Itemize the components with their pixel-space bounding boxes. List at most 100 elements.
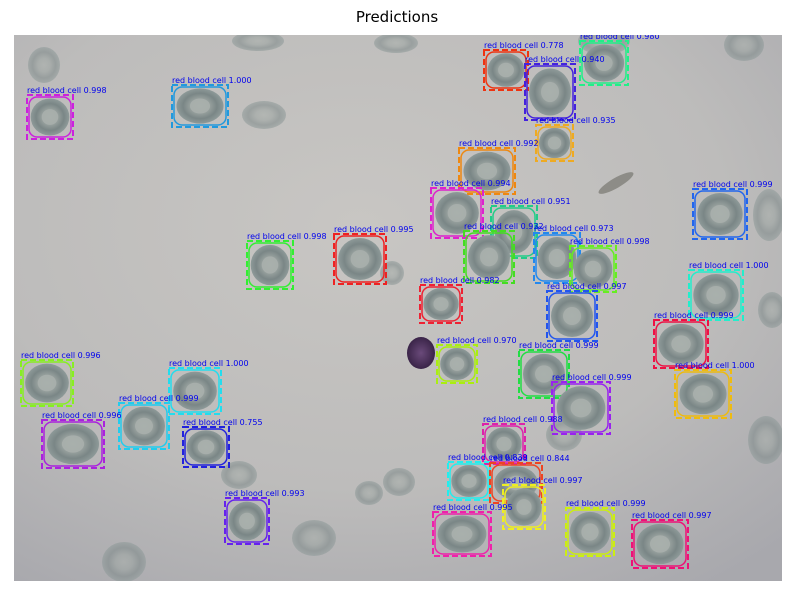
- detection-label: red blood cell 0.973: [534, 224, 614, 233]
- detection-box: red blood cell 0.980: [579, 35, 660, 86]
- bounding-box: [419, 284, 463, 324]
- detection-box: red blood cell 0.935: [535, 116, 616, 162]
- detection-box: red blood cell 0.997: [631, 511, 712, 569]
- mask-outline: [485, 51, 527, 89]
- background-cell: [102, 542, 146, 581]
- mask-outline: [633, 521, 687, 567]
- mask-outline: [465, 232, 513, 282]
- cell-center: [451, 526, 473, 542]
- detection-box: red blood cell 0.999: [118, 394, 199, 450]
- cell-center: [350, 250, 370, 268]
- detection-label: red blood cell 0.951: [491, 197, 571, 206]
- detection-label: red blood cell 0.998: [570, 237, 650, 246]
- cell-center: [581, 523, 599, 541]
- bounding-box: [674, 369, 732, 419]
- cell-center: [563, 307, 581, 325]
- detection-box: red blood cell 0.999: [692, 180, 773, 240]
- detection-box: red blood cell 0.999: [565, 499, 646, 557]
- detection-label: red blood cell 0.996: [42, 411, 122, 420]
- cell-center: [595, 55, 613, 71]
- detection-label: red blood cell 0.997: [547, 282, 627, 291]
- detection-box: red blood cell 0.778: [483, 41, 564, 91]
- cell-center: [185, 382, 205, 400]
- background-cell: [28, 47, 60, 83]
- plot-title: Predictions: [355, 8, 439, 26]
- detection-box: red blood cell 1.000: [168, 359, 249, 415]
- detection-box: red blood cell 0.999: [653, 311, 734, 369]
- detection-box: red blood cell 0.998: [246, 232, 327, 290]
- detection-box: red blood cell 0.755: [182, 418, 263, 468]
- bounding-box: [430, 187, 484, 239]
- mask-outline: [504, 486, 544, 528]
- slide-background: [14, 35, 782, 581]
- mask-outline: [526, 65, 574, 119]
- background-cell: [724, 35, 764, 61]
- detection-label: red blood cell 0.999: [693, 180, 773, 189]
- detection-box: red blood cell 0.998: [569, 237, 650, 293]
- bounding-box: [579, 40, 629, 86]
- mask-outline: [22, 361, 72, 405]
- mask-outline: [173, 86, 227, 126]
- unlabeled-cells: [28, 35, 782, 581]
- detection-label: red blood cell 0.992: [459, 139, 539, 148]
- detection-label: red blood cell 0.982: [420, 276, 500, 285]
- detection-box: red blood cell 0.940: [524, 55, 605, 121]
- background-cell: [242, 101, 286, 129]
- mask-outline: [43, 421, 103, 467]
- background-cell: [232, 35, 284, 51]
- cell-center: [461, 474, 477, 488]
- bounding-box: [518, 349, 570, 399]
- bounding-box: [463, 230, 515, 284]
- bounding-box: [436, 344, 478, 384]
- cell-center: [710, 205, 730, 223]
- bounding-box: [246, 240, 294, 290]
- mask-outline: [449, 463, 489, 499]
- detection-label: red blood cell 0.980: [580, 35, 660, 41]
- detection-label: red blood cell 0.998: [247, 232, 327, 241]
- detection-label: red blood cell 0.995: [433, 503, 513, 512]
- bounding-box: [458, 147, 516, 195]
- mask-outline: [553, 383, 609, 433]
- detection-label: red blood cell 0.996: [21, 351, 101, 360]
- detection-label: red blood cell 0.844: [490, 454, 570, 463]
- detection-box: red blood cell 0.999: [518, 341, 599, 399]
- detection-label: red blood cell 0.997: [503, 476, 583, 485]
- mask-outline: [335, 235, 385, 283]
- cell-center: [547, 136, 562, 150]
- detection-label: red blood cell 0.999: [566, 499, 646, 508]
- detection-box: red blood cell 0.997: [502, 476, 583, 530]
- mask-outline: [28, 96, 72, 138]
- detection-label: red blood cell 0.997: [632, 511, 712, 520]
- bounding-box: [26, 94, 74, 140]
- detection-label: red blood cell 0.970: [437, 336, 517, 345]
- mask-outline: [120, 404, 168, 448]
- bounding-box: [502, 484, 546, 530]
- cell-center: [480, 247, 498, 267]
- detection-label: red blood cell 0.999: [654, 311, 734, 320]
- cell-center: [649, 535, 671, 553]
- cell-center: [476, 162, 498, 180]
- detection-box: red blood cell 1.000: [688, 261, 769, 321]
- mask-outline: [520, 351, 568, 397]
- mask-outline: [438, 346, 476, 382]
- detection-layer: red blood cell 0.778 red blood cell 0.980…: [20, 35, 773, 569]
- detection-label: red blood cell 0.935: [536, 116, 616, 125]
- mask-outline: [655, 321, 707, 367]
- detection-label: red blood cell 0.999: [119, 394, 199, 403]
- cell-center: [548, 249, 566, 267]
- bounding-box: [447, 461, 491, 501]
- bounding-box: [535, 124, 574, 162]
- blood-smear-image: red blood cell 0.778 red blood cell 0.980…: [14, 35, 782, 581]
- background-cell: [355, 481, 383, 505]
- mask-outline: [434, 513, 490, 555]
- detection-box: red blood cell 0.970: [436, 336, 517, 384]
- bounding-box: [171, 84, 229, 128]
- mask-outline: [581, 42, 627, 84]
- bounding-box: [168, 367, 222, 415]
- mask-outline: [170, 369, 220, 413]
- detection-label: red blood cell 1.000: [689, 261, 769, 270]
- detection-label: red blood cell 0.778: [484, 41, 564, 50]
- cell-center: [189, 98, 211, 114]
- cell-center: [197, 439, 215, 455]
- bounding-box: [565, 507, 615, 557]
